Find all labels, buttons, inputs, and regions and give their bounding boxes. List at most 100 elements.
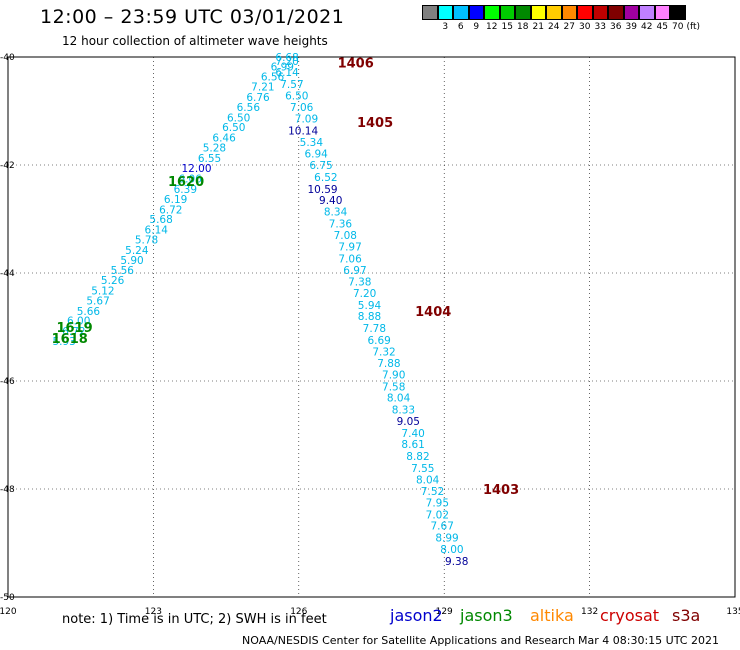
credit-time: Mar 4 08:30:15 UTC 2021 <box>578 634 719 647</box>
swh-value: 8.99 <box>435 533 458 545</box>
swh-value: 8.61 <box>401 439 424 451</box>
color-scale-label: 21 <box>532 22 544 32</box>
pass-number: 1620 <box>168 175 204 190</box>
swh-value: 7.21 <box>251 82 274 94</box>
swh-value: 7.57 <box>280 79 303 91</box>
color-swatch <box>654 5 670 20</box>
swh-value: 6.56 <box>261 71 285 83</box>
swh-value: 7.06 <box>290 102 314 114</box>
color-swatch <box>530 5 546 20</box>
swh-value: 8.34 <box>324 206 348 218</box>
pass-number: 1405 <box>357 116 393 131</box>
swh-value: 7.55 <box>411 463 434 475</box>
color-scale: 3 6 9 12 15 18 21 24 27 30 33 36 39 42 45 70 (ft) <box>422 5 701 32</box>
swh-value: 5.24 <box>125 245 149 257</box>
swh-value: 7.38 <box>348 277 371 289</box>
color-scale-labels: 3 6 9 12 15 18 21 24 27 30 33 36 39 42 45 70 (ft) <box>422 22 701 32</box>
color-swatch <box>608 5 624 20</box>
pass-number: 1406 <box>338 56 374 71</box>
color-scale-swatches <box>422 5 701 20</box>
swh-value: 7.97 <box>338 242 361 254</box>
swh-value: 6.50 <box>285 90 308 102</box>
swh-value: 8.04 <box>416 474 440 486</box>
swh-value: 5.12 <box>91 285 114 297</box>
swh-value: 7.58 <box>382 381 405 393</box>
chart-ticks: 120 123 126 129 132 135 -40 -42 -44 -46 -48 -50 <box>0 53 740 617</box>
swh-value: 5.94 <box>358 300 382 312</box>
swh-value: 6.72 <box>62 326 85 338</box>
color-scale-label: 27 <box>563 22 575 32</box>
swh-value: 7.06 <box>338 253 362 265</box>
swh-value: 6.72 <box>159 204 182 216</box>
swh-value: 8.04 <box>387 393 411 405</box>
swh-value: 6.97 <box>343 265 366 277</box>
color-scale-label: 42 <box>641 22 653 32</box>
swh-value: 7.95 <box>426 498 449 510</box>
x-tick-label: 120 <box>0 607 17 617</box>
swh-value: 7.88 <box>377 358 400 370</box>
swh-value: 6.99 <box>271 62 294 74</box>
swh-value: 6.69 <box>367 335 390 347</box>
swh-value: 8.88 <box>358 311 381 323</box>
color-scale-label: 24 <box>548 22 560 32</box>
x-tick-label: 129 <box>436 607 453 617</box>
swh-value: 8.00 <box>440 544 463 556</box>
swh-value: 6.00 <box>67 316 90 328</box>
y-tick-label: -42 <box>0 161 15 171</box>
swh-value: 5.66 <box>77 306 101 318</box>
swh-value: 7.08 <box>334 230 357 242</box>
swh-value: 7.09 <box>295 114 318 126</box>
color-swatch <box>639 5 655 20</box>
swh-value: 6.14 <box>145 224 169 236</box>
y-tick-label: -50 <box>0 593 15 603</box>
color-scale-label: 33 <box>594 22 606 32</box>
swh-value: 6.75 <box>309 160 332 172</box>
color-swatch <box>468 5 484 20</box>
plot-frame <box>7 56 736 598</box>
swh-value: 5.67 <box>86 296 109 308</box>
color-scale-label: 12 <box>486 22 498 32</box>
pass-number: 1403 <box>483 483 519 498</box>
color-scale-label: 6 <box>457 22 464 32</box>
swh-value: 5.93 <box>52 336 75 348</box>
color-swatch <box>499 5 515 20</box>
swh-value: 6.55 <box>198 153 221 165</box>
color-swatch <box>484 5 500 20</box>
color-scale-label: 45 <box>656 22 668 32</box>
swh-value: 7.90 <box>382 370 405 382</box>
x-tick-label: 135 <box>726 607 740 617</box>
color-scale-label: 3 <box>442 22 449 32</box>
color-scale-label: 39 <box>625 22 637 32</box>
pass-number: 1404 <box>415 305 451 320</box>
swh-value: 7.20 <box>353 288 376 300</box>
color-swatch <box>422 5 438 20</box>
swh-value: 6.50 <box>222 122 245 134</box>
legend-jason3: jason3 <box>460 606 513 625</box>
swh-value: 5.90 <box>120 255 143 267</box>
swh-value: 6.76 <box>246 92 270 104</box>
swh-value: 6.19 <box>164 194 187 206</box>
swh-value: 7.67 <box>431 521 454 533</box>
color-swatch <box>515 5 531 20</box>
swh-value: 5.56 <box>111 265 135 277</box>
swh-value: 9.40 <box>319 195 342 207</box>
swh-value: 7.78 <box>363 323 386 335</box>
swh-value: 6.39 <box>174 184 197 196</box>
swh-value: 6.14 <box>275 67 299 79</box>
y-tick-label: -44 <box>0 269 15 279</box>
chart-points: 5.936.726.005.665.675.125.265.565.905.24… <box>52 52 468 568</box>
color-scale-label: 30 <box>579 22 591 32</box>
swh-value: 6.56 <box>237 102 261 114</box>
swh-value: 9.05 <box>397 416 420 428</box>
swh-value: 8.82 <box>406 451 429 463</box>
swh-value: 12.00 <box>181 163 211 175</box>
swh-value: 8.33 <box>392 405 415 417</box>
color-swatch <box>437 5 453 20</box>
chart-title: 12:00 – 23:59 UTC 03/01/2021 <box>40 6 345 28</box>
swh-value: 6.50 <box>227 112 250 124</box>
legend-jason2: jason2 <box>390 606 443 625</box>
color-swatch <box>670 5 686 20</box>
color-scale-label: 36 <box>610 22 622 32</box>
swh-value: 7.52 <box>421 486 444 498</box>
